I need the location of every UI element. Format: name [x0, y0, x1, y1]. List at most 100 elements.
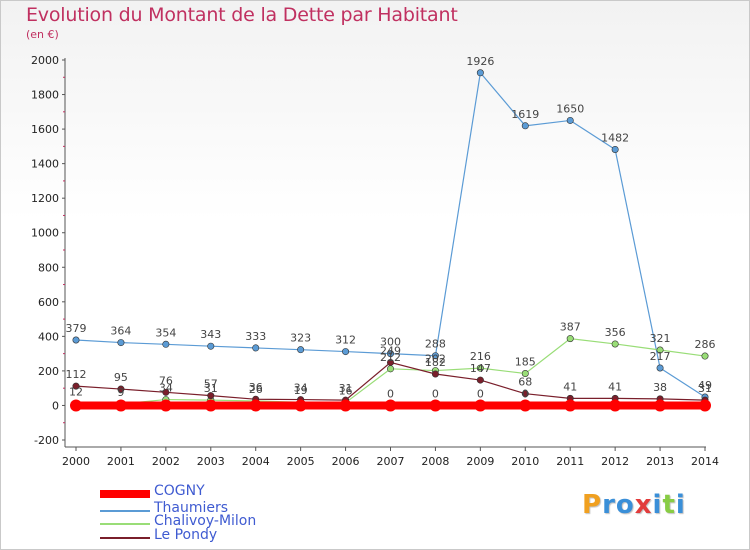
- data-label: 212: [380, 351, 401, 364]
- data-label: 19: [294, 384, 308, 397]
- data-point: [159, 399, 172, 412]
- data-label: 387: [560, 321, 581, 334]
- data-label: 26: [249, 383, 263, 396]
- y-tick-label: 1800: [31, 89, 59, 102]
- x-tick-label: 2014: [691, 455, 719, 468]
- data-label: 31: [204, 382, 218, 395]
- y-tick-label: 1000: [31, 227, 59, 240]
- data-label: 36: [249, 381, 263, 394]
- data-label: 95: [114, 371, 128, 384]
- data-point: [386, 350, 394, 358]
- data-point: [162, 340, 170, 348]
- data-point: [656, 346, 664, 354]
- data-label: 0: [522, 387, 529, 400]
- data-point: [476, 69, 484, 77]
- data-point: [114, 399, 127, 412]
- legend-swatch: [100, 510, 150, 512]
- data-label: 182: [425, 356, 446, 369]
- data-label: 41: [563, 380, 577, 393]
- data-point: [72, 336, 80, 344]
- data-point: [654, 399, 667, 412]
- data-point: [609, 399, 622, 412]
- data-point: [207, 392, 215, 400]
- data-label: 286: [695, 338, 716, 351]
- data-point: [204, 399, 217, 412]
- y-tick-label: -200: [34, 434, 59, 447]
- data-point: [249, 399, 262, 412]
- x-tick-label: 2011: [556, 455, 584, 468]
- y-tick-label: 1200: [31, 192, 59, 205]
- x-tick-label: 2000: [62, 455, 90, 468]
- data-label: 356: [605, 326, 626, 339]
- x-tick-label: 2005: [287, 455, 315, 468]
- x-tick-label: 2004: [242, 455, 270, 468]
- data-label: 38: [653, 381, 667, 394]
- x-tick-label: 2003: [197, 455, 225, 468]
- data-point: [566, 116, 574, 124]
- data-label: 0: [477, 387, 484, 400]
- data-label: 0: [387, 387, 394, 400]
- data-point: [294, 399, 307, 412]
- data-point: [699, 399, 711, 412]
- data-label: 147: [470, 362, 491, 375]
- data-point: [207, 342, 215, 350]
- x-tick-label: 2009: [466, 455, 494, 468]
- data-point: [386, 365, 394, 373]
- data-label: 202: [425, 353, 446, 366]
- y-tick-label: 2000: [31, 54, 59, 67]
- data-label: 249: [380, 344, 401, 357]
- data-label: 312: [335, 334, 356, 347]
- data-point: [429, 399, 442, 412]
- data-label: 9: [117, 386, 124, 399]
- data-label: 31: [339, 382, 353, 395]
- data-label: 68: [518, 376, 532, 389]
- y-tick-label: 0: [52, 399, 59, 412]
- data-point: [252, 344, 260, 352]
- data-label: 0: [432, 387, 439, 400]
- data-label: 1650: [556, 102, 584, 115]
- data-point: [521, 122, 529, 130]
- legend-label: Chalivoy-Milon: [154, 513, 257, 529]
- y-tick-label: 200: [38, 365, 59, 378]
- axes: -200020040060080010001200140016001800200…: [31, 54, 719, 468]
- legend-label: Le Pondy: [154, 527, 218, 543]
- data-label: 1619: [511, 108, 539, 121]
- legend-swatch: [100, 490, 150, 498]
- data-point: [611, 340, 619, 348]
- x-tick-label: 2001: [107, 455, 135, 468]
- legend-label: COGNY: [154, 483, 205, 499]
- legend-swatch: [100, 523, 150, 525]
- data-label: 112: [66, 368, 87, 381]
- data-label: 16: [339, 385, 353, 398]
- data-point: [384, 399, 397, 412]
- data-point: [70, 399, 82, 412]
- x-tick-label: 2008: [421, 455, 449, 468]
- data-point: [476, 364, 484, 372]
- data-point: [474, 399, 487, 412]
- y-tick-label: 1400: [31, 158, 59, 171]
- x-tick-label: 2013: [646, 455, 674, 468]
- data-point: [656, 364, 664, 372]
- data-label: 216: [470, 350, 491, 363]
- data-point: [342, 348, 350, 356]
- data-label: 31: [698, 382, 712, 395]
- data-point: [431, 370, 439, 378]
- data-label: 343: [200, 328, 221, 341]
- data-point: [476, 376, 484, 384]
- x-tick-label: 2006: [332, 455, 360, 468]
- data-label: 364: [110, 325, 131, 338]
- data-point: [297, 346, 305, 354]
- data-label: 288: [425, 338, 446, 351]
- data-label: 1482: [601, 131, 629, 144]
- data-point: [386, 358, 394, 366]
- data-point: [519, 399, 532, 412]
- data-label: 321: [650, 332, 671, 345]
- data-point: [117, 339, 125, 347]
- data-point: [521, 390, 529, 398]
- x-tick-label: 2007: [377, 455, 405, 468]
- data-label: 217: [650, 350, 671, 363]
- data-label: 76: [159, 374, 173, 387]
